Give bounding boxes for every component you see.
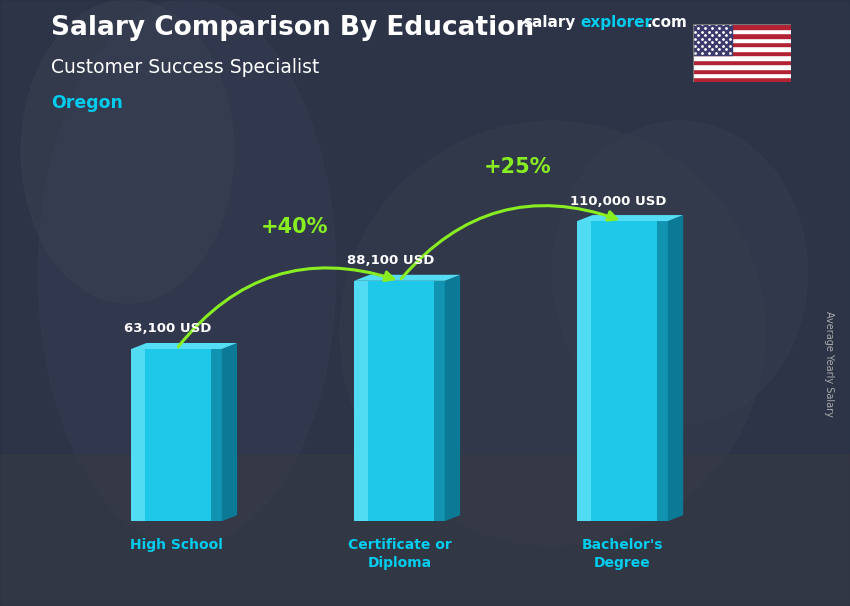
Text: Average Yearly Salary: Average Yearly Salary	[824, 311, 834, 416]
Bar	[693, 55, 791, 59]
Bar	[693, 68, 791, 73]
Text: Certificate or
Diploma: Certificate or Diploma	[348, 538, 451, 570]
Polygon shape	[577, 215, 683, 221]
Bar	[577, 221, 668, 521]
Bar	[131, 349, 222, 521]
Text: High School: High School	[130, 538, 223, 551]
Bar	[434, 281, 445, 521]
Bar	[693, 64, 791, 68]
Ellipse shape	[38, 0, 336, 545]
Bar	[693, 24, 791, 28]
Ellipse shape	[552, 121, 808, 424]
Text: +25%: +25%	[484, 157, 552, 177]
Bar	[354, 281, 368, 521]
Text: Customer Success Specialist: Customer Success Specialist	[51, 58, 320, 76]
Text: 63,100 USD: 63,100 USD	[124, 322, 212, 336]
Text: salary: salary	[523, 15, 575, 30]
Bar	[693, 78, 791, 82]
Bar	[693, 59, 791, 64]
Bar	[354, 281, 445, 521]
Bar	[693, 51, 791, 55]
Text: 88,100 USD: 88,100 USD	[347, 255, 434, 267]
Text: Bachelor's
Degree: Bachelor's Degree	[581, 538, 663, 570]
Text: +40%: +40%	[261, 217, 329, 237]
Bar	[693, 24, 732, 55]
Bar	[693, 47, 791, 51]
Polygon shape	[354, 275, 460, 281]
Bar	[131, 349, 145, 521]
Polygon shape	[131, 343, 237, 349]
Bar	[693, 28, 791, 33]
Text: 110,000 USD: 110,000 USD	[570, 195, 666, 207]
Bar	[693, 73, 791, 78]
Ellipse shape	[21, 0, 234, 303]
Text: Salary Comparison By Education: Salary Comparison By Education	[51, 15, 534, 41]
Ellipse shape	[340, 121, 765, 545]
Bar	[657, 221, 668, 521]
Bar	[577, 221, 591, 521]
Polygon shape	[668, 215, 683, 521]
Bar	[211, 349, 222, 521]
Bar	[693, 38, 791, 42]
Polygon shape	[445, 275, 460, 521]
Bar	[0, 454, 850, 606]
Bar	[693, 33, 791, 38]
Text: explorer: explorer	[581, 15, 653, 30]
Text: .com: .com	[646, 15, 687, 30]
Polygon shape	[222, 343, 237, 521]
Bar	[693, 42, 791, 47]
Text: Oregon: Oregon	[51, 94, 123, 112]
